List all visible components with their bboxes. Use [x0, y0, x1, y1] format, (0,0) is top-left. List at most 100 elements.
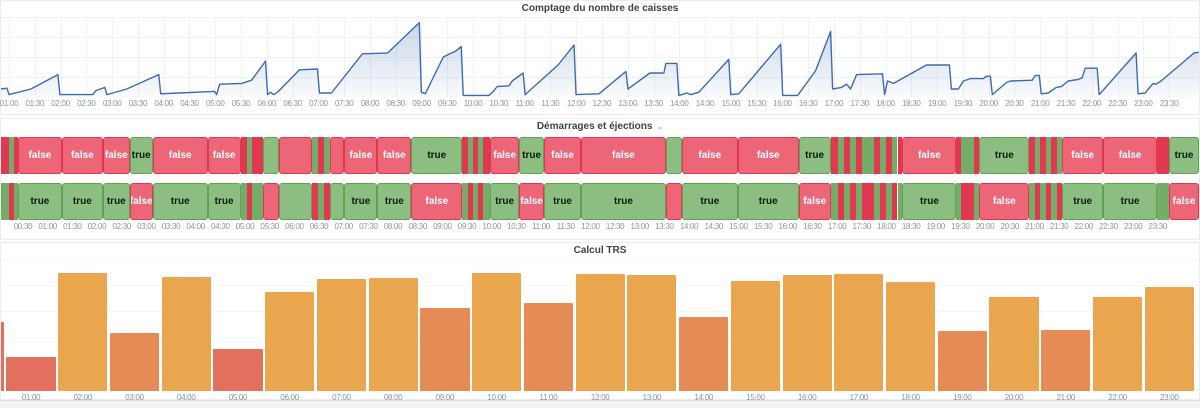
trs-bar-20:00[interactable]: [989, 297, 1039, 391]
state-segment-true[interactable]: true: [490, 183, 520, 220]
state-segment-true[interactable]: true: [17, 183, 62, 220]
state-segment-true[interactable]: [330, 183, 345, 220]
collapsed-panel-strip[interactable]: [0, 400, 1200, 408]
state-segment-true[interactable]: true: [1062, 183, 1104, 220]
state-segment-false[interactable]: [879, 183, 886, 220]
state-segment-true[interactable]: true: [129, 137, 153, 174]
state-segment-true[interactable]: [1040, 183, 1047, 220]
panel-title-trs[interactable]: Calcul TRS: [573, 245, 627, 256]
trs-bar-16:00[interactable]: [782, 275, 832, 391]
state-segment-false[interactable]: [1046, 183, 1052, 220]
trs-bar-17:00[interactable]: [834, 274, 884, 391]
state-segment-false[interactable]: [312, 183, 319, 220]
state-segment-false[interactable]: [843, 137, 850, 174]
trs-bar-23:00[interactable]: [1144, 287, 1194, 391]
state-segment-true[interactable]: [956, 183, 962, 220]
state-segment-true[interactable]: [843, 183, 850, 220]
state-segment-false[interactable]: [1029, 137, 1036, 174]
state-segment-false[interactable]: false: [544, 137, 582, 174]
trs-bar-15:00[interactable]: [730, 280, 780, 391]
state-segment-true[interactable]: [873, 183, 880, 220]
state-segment-true[interactable]: [974, 183, 980, 220]
state-segment-false[interactable]: false: [344, 137, 378, 174]
state-segment-false[interactable]: [251, 137, 263, 174]
trs-bar-03:00[interactable]: [109, 332, 160, 391]
trs-bar-04:00[interactable]: [161, 276, 211, 391]
state-segment-false[interactable]: false: [17, 137, 62, 174]
trs-bar-14:00[interactable]: [679, 316, 729, 391]
trs-bar-05:00[interactable]: [213, 349, 263, 391]
state-segment-true[interactable]: [468, 137, 474, 174]
state-segment-false[interactable]: [1157, 137, 1170, 174]
state-segment-false[interactable]: [891, 183, 898, 220]
panel-title-demarrages[interactable]: Démarrages et éjections ⌄: [1, 119, 1199, 134]
panel-title-comptage[interactable]: Comptage du nombre de caisses: [521, 3, 679, 14]
state-segment-false[interactable]: [855, 137, 862, 174]
state-segment-false[interactable]: false: [129, 183, 153, 220]
state-segment-true[interactable]: [961, 137, 975, 174]
state-segment-true[interactable]: true: [979, 137, 1030, 174]
state-segment-false[interactable]: false: [152, 137, 208, 174]
state-segment-false[interactable]: [873, 137, 880, 174]
state-segment-true[interactable]: [855, 183, 862, 220]
state-segment-false[interactable]: [468, 183, 474, 220]
state-segment-true[interactable]: true: [411, 137, 463, 174]
panel-menu-caret-icon[interactable]: ⌄: [656, 122, 664, 131]
trs-bar-02:00[interactable]: [58, 272, 108, 391]
state-segment-false[interactable]: [974, 137, 980, 174]
state-segment-true[interactable]: true: [519, 137, 545, 174]
state-segment-false[interactable]: false: [61, 137, 103, 174]
state-segment-true[interactable]: [246, 137, 252, 174]
state-segment-false[interactable]: [462, 137, 469, 174]
state-segment-false[interactable]: [318, 137, 325, 174]
state-segment-false[interactable]: [1035, 183, 1041, 220]
state-segment-true[interactable]: true: [344, 183, 378, 220]
state-segment-true[interactable]: true: [544, 183, 582, 220]
state-segment-true[interactable]: [879, 137, 886, 174]
state-segment-false[interactable]: [830, 137, 838, 174]
trs-bar-22:00[interactable]: [1092, 297, 1143, 391]
state-segment-false[interactable]: [1057, 183, 1063, 220]
state-segment-true[interactable]: [1046, 137, 1052, 174]
state-segment-false[interactable]: false: [681, 137, 738, 174]
state-segment-false[interactable]: [956, 137, 962, 174]
state-segment-false[interactable]: false: [490, 137, 520, 174]
state-segment-false[interactable]: false: [902, 137, 957, 174]
state-segment-false[interactable]: false: [798, 183, 831, 220]
trs-bar-00:00[interactable]: [1, 322, 4, 391]
state-segment-true[interactable]: true: [902, 183, 957, 220]
state-segment-true[interactable]: [240, 183, 247, 220]
state-segment-true[interactable]: [830, 183, 838, 220]
state-segment-false[interactable]: false: [519, 183, 545, 220]
state-segment-true[interactable]: [478, 137, 484, 174]
state-segment-true[interactable]: true: [1169, 137, 1199, 174]
state-segment-true[interactable]: [324, 137, 331, 174]
state-segment-true[interactable]: true: [102, 183, 130, 220]
state-segment-true[interactable]: [1057, 137, 1063, 174]
state-segment-true[interactable]: true: [737, 183, 799, 220]
state-segment-true[interactable]: [897, 183, 903, 220]
state-segment-false[interactable]: false: [737, 137, 799, 174]
line-chart-plot[interactable]: [1, 17, 1199, 97]
state-segment-false[interactable]: false: [1062, 137, 1104, 174]
state-segment-true[interactable]: [1, 183, 9, 220]
state-segment-true[interactable]: [278, 183, 313, 220]
state-segment-false[interactable]: [240, 137, 247, 174]
state-segment-false[interactable]: [897, 137, 903, 174]
state-segment-false[interactable]: false: [207, 137, 241, 174]
state-segment-false[interactable]: [885, 137, 892, 174]
state-segment-false[interactable]: false: [581, 137, 666, 174]
state-segment-true[interactable]: [1035, 137, 1041, 174]
state-segment-true[interactable]: true: [581, 183, 666, 220]
state-segment-true[interactable]: [8, 137, 14, 174]
state-segment-true[interactable]: [312, 137, 319, 174]
state-segment-false[interactable]: [324, 183, 331, 220]
state-segment-true[interactable]: [849, 137, 856, 174]
state-segment-false[interactable]: false: [377, 137, 412, 174]
state-segment-false[interactable]: [1, 137, 9, 174]
state-segment-false[interactable]: false: [411, 183, 463, 220]
state-segment-false[interactable]: false: [979, 183, 1030, 220]
state-segment-false[interactable]: false: [102, 137, 130, 174]
state-segment-true[interactable]: true: [681, 183, 738, 220]
state-segment-false[interactable]: [483, 137, 491, 174]
